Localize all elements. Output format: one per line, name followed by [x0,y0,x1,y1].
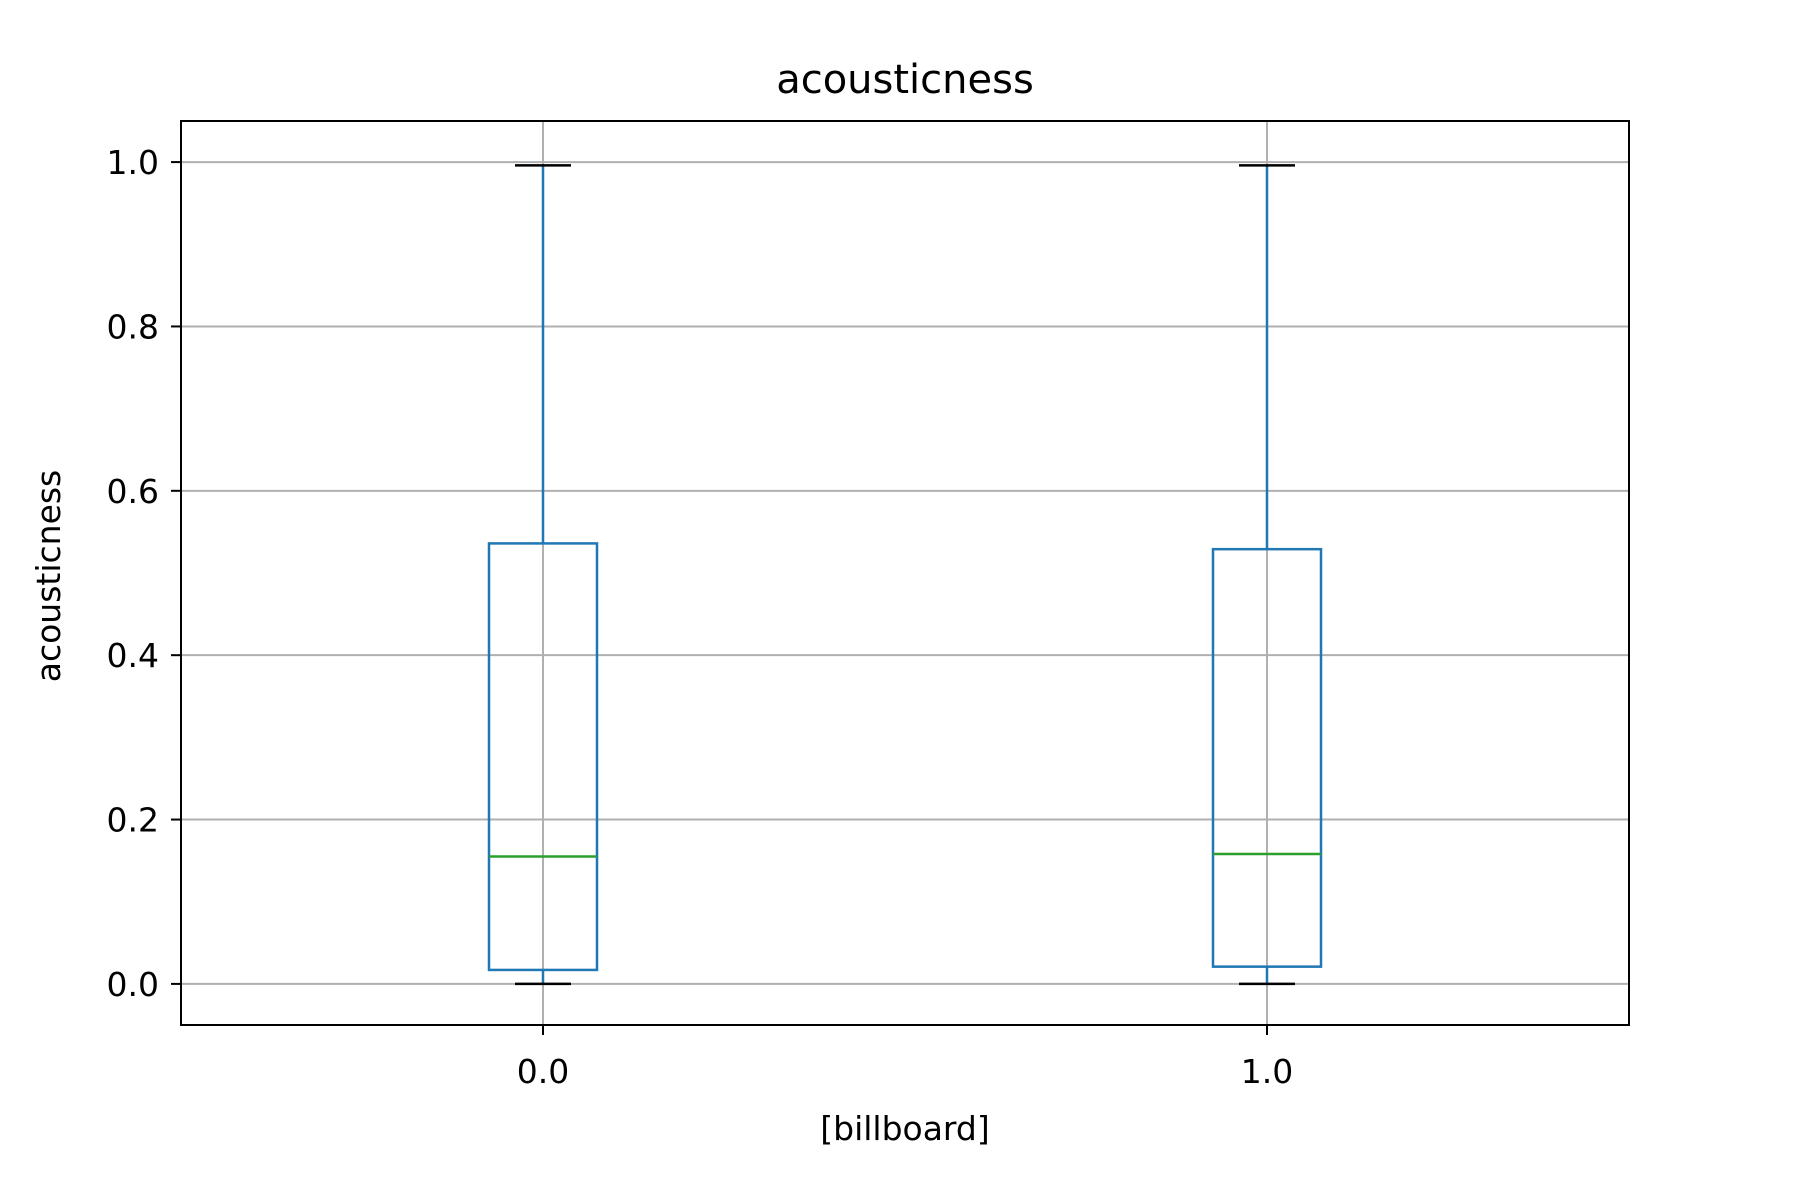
x-tick-label: 0.0 [517,1052,569,1091]
y-axis-label: acousticness [29,470,68,683]
y-tick-label: 0.0 [107,965,159,1004]
y-tick-label: 0.8 [107,307,159,346]
box-group [487,164,599,986]
y-tick-label: 0.4 [107,636,159,675]
box-layer [487,164,1323,986]
grid-layer [181,121,1629,1025]
iqr-box [487,542,599,972]
x-tick-label: 1.0 [1241,1052,1293,1091]
plot-frame [180,120,1630,1026]
chart-title: acousticness [776,57,1034,103]
x-axis-label: [billboard] [820,1109,990,1148]
iqr-box [1211,547,1323,968]
y-tick-label: 0.6 [107,472,159,511]
tick-layer: 0.0 0.2 0.4 0.6 0.8 1.0 0.0 1.0 [107,143,1294,1091]
y-tick-label: 1.0 [107,143,159,182]
y-tick-label: 0.2 [107,801,159,840]
box-group [1211,164,1323,986]
